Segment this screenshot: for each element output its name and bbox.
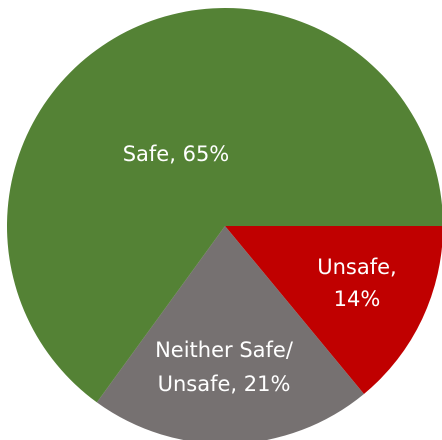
slice-label-line: Safe, 65%	[123, 142, 230, 166]
slice-label-line: 14%	[334, 287, 381, 311]
pie-labels: Unsafe, 14% Neither Safe/Unsafe, 21% Safe, …	[123, 142, 397, 396]
slice-label-unsafe: Unsafe, 14%	[317, 255, 396, 311]
pie-slice-safe	[7, 8, 442, 403]
slice-label-line: Unsafe, 21%	[158, 372, 291, 396]
slice-label-safe: Safe, 65%	[123, 142, 230, 166]
slice-label-neither-safe-unsafe: Neither Safe/Unsafe, 21%	[155, 338, 294, 396]
pie-slice-neither-safe-unsafe	[96, 226, 364, 440]
slice-label-line: Neither Safe/	[155, 338, 294, 362]
pie-slice-unsafe	[225, 226, 442, 394]
slice-label-line: Unsafe,	[317, 255, 396, 279]
pie-slices	[7, 8, 442, 440]
